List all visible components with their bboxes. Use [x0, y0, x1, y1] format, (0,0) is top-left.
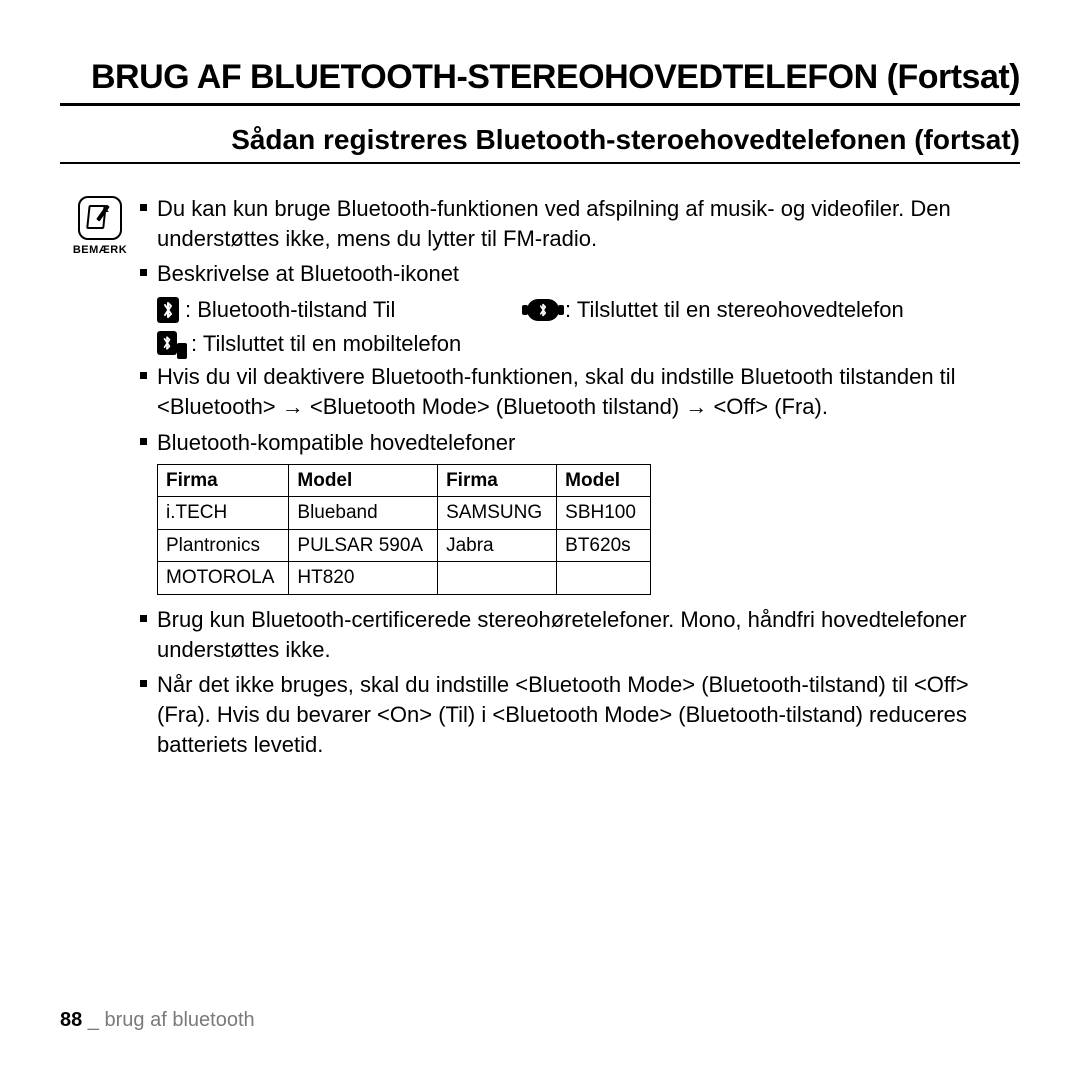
- bullet-text: Bluetooth-kompatible hovedtelefoner: [157, 428, 1020, 458]
- bullet-item: Når det ikke bruges, skal du indstille <…: [140, 670, 1020, 759]
- page-title: BRUG AF BLUETOOTH-STEREOHOVEDTELEFON (Fo…: [60, 58, 1020, 97]
- table-cell: SAMSUNG: [438, 497, 557, 530]
- table-header: Firma: [438, 464, 557, 497]
- bluetooth-phone-icon: [157, 331, 185, 357]
- bullet-marker: [140, 438, 147, 445]
- icon-phone-label: : Tilsluttet til en mobiltelefon: [191, 329, 461, 359]
- bluetooth-on-icon: [157, 297, 179, 323]
- bullet-item: Hvis du vil deaktivere Bluetooth-funktio…: [140, 362, 1020, 421]
- table-cell: HT820: [289, 562, 438, 595]
- bullet-text: Når det ikke bruges, skal du indstille <…: [157, 670, 1020, 759]
- bullet-item: Brug kun Bluetooth-certificerede stereoh…: [140, 605, 1020, 664]
- table-cell: i.TECH: [158, 497, 289, 530]
- table-header: Model: [557, 464, 651, 497]
- note-column: BEMÆRK: [60, 196, 140, 256]
- page-footer: 88 _ brug af bluetooth: [60, 1009, 255, 1032]
- content-column: Du kan kun bruge Bluetooth-funktionen ve…: [140, 194, 1020, 766]
- icon-row: : Bluetooth-tilstand Til : Tilsluttet ti…: [157, 295, 1020, 325]
- bullet-item: Du kan kun bruge Bluetooth-funktionen ve…: [140, 194, 1020, 253]
- bullet-marker: [140, 372, 147, 379]
- footer-separator: _: [82, 1009, 104, 1031]
- page-number: 88: [60, 1009, 82, 1031]
- table-row: MOTOROLA HT820: [158, 562, 651, 595]
- bullet-text: Brug kun Bluetooth-certificerede stereoh…: [157, 605, 1020, 664]
- bullet-item: Bluetooth-kompatible hovedtelefoner: [140, 428, 1020, 458]
- table-header: Firma: [158, 464, 289, 497]
- bluetooth-headset-icon: [527, 299, 559, 321]
- table-row: Plantronics PULSAR 590A Jabra BT620s: [158, 529, 651, 562]
- title-rule: [60, 103, 1020, 106]
- footer-section: brug af bluetooth: [105, 1009, 255, 1031]
- icon-on-label: : Bluetooth-tilstand Til: [185, 295, 395, 325]
- table-header: Model: [289, 464, 438, 497]
- table-cell: [557, 562, 651, 595]
- note-label: BEMÆRK: [73, 244, 127, 256]
- bullet-text: Hvis du vil deaktivere Bluetooth-funktio…: [157, 362, 1020, 421]
- bullet-marker: [140, 204, 147, 211]
- page-subtitle: Sådan registreres Bluetooth-steroehovedt…: [60, 124, 1020, 156]
- subtitle-rule: [60, 162, 1020, 164]
- bullet-marker: [140, 615, 147, 622]
- bullet-marker: [140, 680, 147, 687]
- table-cell: [438, 562, 557, 595]
- icon-entry-phone: : Tilsluttet til en mobiltelefon: [157, 329, 461, 359]
- icon-row: : Tilsluttet til en mobiltelefon: [157, 329, 1020, 359]
- table-cell: BT620s: [557, 529, 651, 562]
- bullet-item: Beskrivelse at Bluetooth-ikonet: [140, 259, 1020, 289]
- compat-table: Firma Model Firma Model i.TECH Blueband …: [157, 464, 651, 596]
- table-cell: PULSAR 590A: [289, 529, 438, 562]
- table-row: i.TECH Blueband SAMSUNG SBH100: [158, 497, 651, 530]
- table-cell: MOTOROLA: [158, 562, 289, 595]
- icon-headset-label: : Tilsluttet til en stereohovedtelefon: [565, 295, 904, 325]
- table-cell: Jabra: [438, 529, 557, 562]
- table-cell: Blueband: [289, 497, 438, 530]
- note-icon: [78, 196, 122, 240]
- content-two-column: BEMÆRK Du kan kun bruge Bluetooth-funkti…: [60, 194, 1020, 766]
- manual-page: BRUG AF BLUETOOTH-STEREOHOVEDTELEFON (Fo…: [0, 0, 1080, 1080]
- table-cell: Plantronics: [158, 529, 289, 562]
- bullet-text: Du kan kun bruge Bluetooth-funktionen ve…: [157, 194, 1020, 253]
- bullet-marker: [140, 269, 147, 276]
- icon-entry-headset: : Tilsluttet til en stereohovedtelefon: [527, 295, 904, 325]
- table-header-row: Firma Model Firma Model: [158, 464, 651, 497]
- icon-entry-on: : Bluetooth-tilstand Til: [157, 295, 527, 325]
- table-cell: SBH100: [557, 497, 651, 530]
- bullet-text: Beskrivelse at Bluetooth-ikonet: [157, 259, 1020, 289]
